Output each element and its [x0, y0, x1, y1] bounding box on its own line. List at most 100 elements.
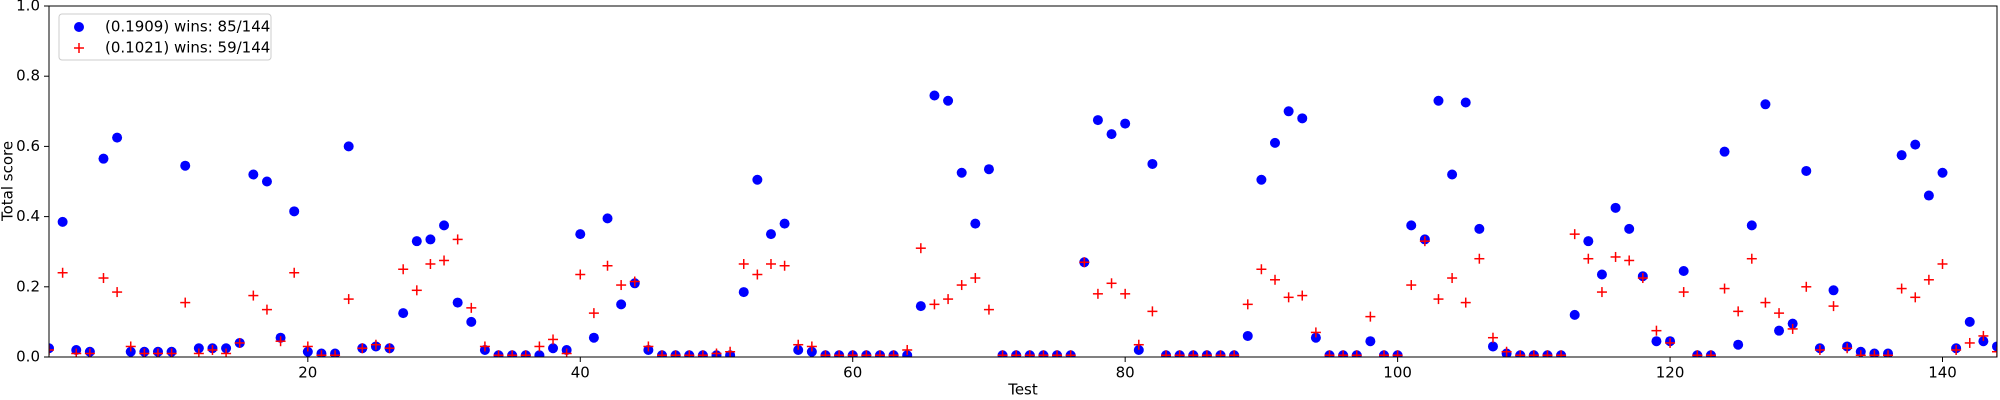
point — [1896, 283, 1907, 294]
point — [261, 304, 272, 315]
point — [725, 346, 736, 357]
y-axis-label: Total score — [0, 141, 17, 222]
x-tick-label: 120 — [1656, 364, 1685, 382]
point — [248, 169, 259, 180]
point — [1079, 257, 1090, 268]
legend-label: (0.1909) wins: 85/144 — [105, 18, 270, 36]
point — [793, 339, 804, 350]
point — [1733, 339, 1744, 350]
point — [1310, 327, 1321, 338]
point — [49, 344, 54, 355]
point — [1678, 266, 1689, 277]
point — [1992, 346, 1997, 357]
point — [1024, 350, 1035, 357]
point — [507, 350, 518, 357]
point — [1964, 337, 1975, 348]
point — [1365, 311, 1376, 322]
point — [302, 346, 313, 357]
point — [1106, 129, 1117, 140]
point — [384, 343, 395, 354]
point — [1569, 309, 1580, 320]
legend-box — [58, 13, 272, 61]
point — [1733, 306, 1744, 317]
point — [534, 350, 545, 357]
point — [588, 308, 599, 319]
point — [1978, 336, 1989, 347]
point — [112, 287, 123, 298]
point — [820, 350, 831, 357]
point — [1596, 269, 1607, 280]
point — [1910, 292, 1921, 303]
point — [439, 220, 450, 231]
point — [98, 273, 109, 284]
point — [1801, 165, 1812, 176]
point — [915, 243, 926, 254]
point — [1310, 332, 1321, 343]
point — [520, 350, 531, 357]
point — [779, 260, 790, 271]
y-tick-label: 1.0 — [16, 0, 40, 15]
point — [289, 206, 300, 217]
point — [956, 280, 967, 291]
point — [684, 350, 695, 357]
y-tick-label: 0.6 — [16, 137, 40, 155]
point — [1133, 339, 1144, 350]
point — [112, 132, 123, 143]
point — [1937, 167, 1948, 178]
point — [1651, 336, 1662, 347]
point — [1297, 113, 1308, 124]
point — [466, 302, 477, 313]
point — [861, 350, 872, 357]
point — [657, 350, 668, 357]
legend-marker — [74, 22, 84, 32]
point — [57, 216, 68, 227]
point — [343, 141, 354, 152]
point — [316, 350, 327, 357]
point — [1065, 350, 1076, 357]
point — [275, 336, 286, 347]
point — [1896, 150, 1907, 161]
point — [1378, 350, 1389, 357]
point — [1052, 350, 1063, 357]
point — [1270, 274, 1281, 285]
y-tick-label: 0.2 — [16, 277, 40, 295]
point — [343, 294, 354, 305]
point — [1092, 115, 1103, 126]
point — [493, 350, 504, 357]
point — [1787, 318, 1798, 329]
point — [847, 350, 858, 357]
point — [738, 258, 749, 269]
point — [874, 350, 885, 357]
point — [98, 153, 109, 164]
point — [793, 344, 804, 355]
point — [588, 332, 599, 343]
point — [1855, 350, 1866, 357]
point — [1814, 344, 1825, 355]
point — [629, 276, 640, 287]
point — [1596, 287, 1607, 298]
point — [1528, 350, 1539, 357]
x-tick-label: 80 — [1116, 364, 1135, 382]
point — [616, 299, 627, 310]
point — [1883, 350, 1894, 357]
point — [1283, 106, 1294, 117]
point — [180, 297, 191, 308]
point — [439, 255, 450, 266]
point — [1406, 280, 1417, 291]
x-tick-label: 40 — [571, 364, 590, 382]
point — [1610, 202, 1621, 213]
plot-area — [49, 90, 1997, 357]
point — [1978, 330, 1989, 341]
point — [261, 176, 272, 187]
point — [997, 350, 1008, 357]
point — [806, 346, 817, 357]
point — [1365, 336, 1376, 347]
point — [1147, 158, 1158, 169]
point — [1624, 255, 1635, 266]
point — [1828, 285, 1839, 296]
point — [1161, 350, 1172, 357]
point — [330, 350, 341, 357]
point — [1964, 316, 1975, 327]
point — [1910, 139, 1921, 150]
point — [1651, 325, 1662, 336]
